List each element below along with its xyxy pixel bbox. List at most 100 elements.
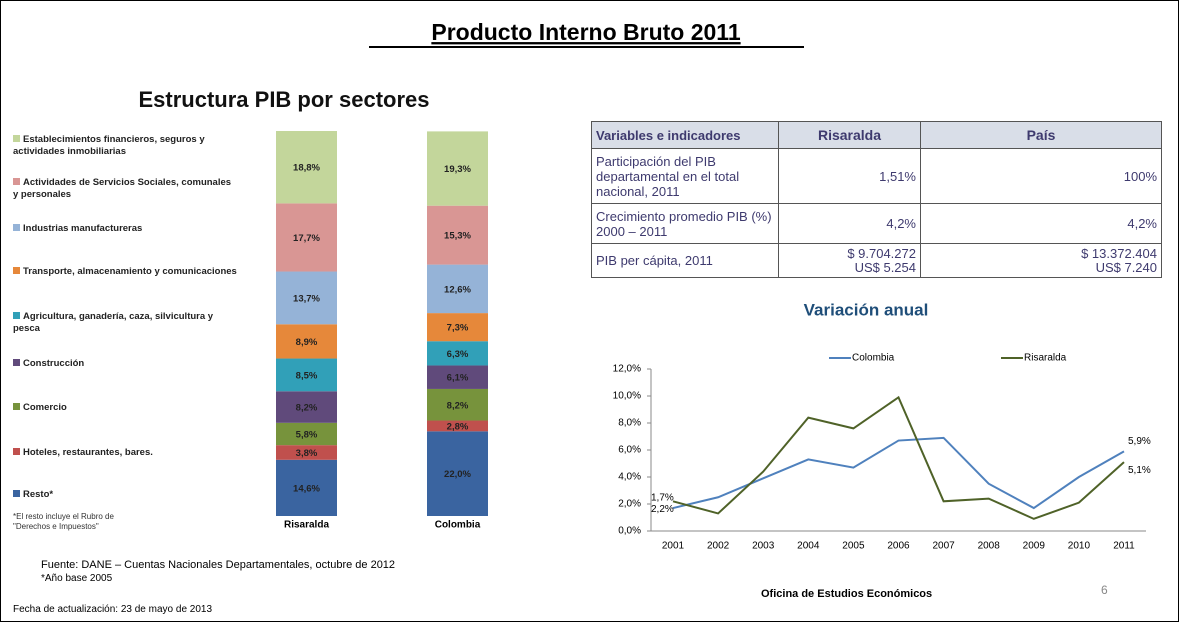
legend-label: Agricultura, ganadería, caza, silvicultu… bbox=[13, 311, 214, 334]
data-label: 13,7% bbox=[293, 293, 320, 304]
bar-segment bbox=[427, 341, 488, 366]
y-tick-label: 12,0% bbox=[613, 364, 641, 375]
legend-item: Comercio bbox=[13, 402, 238, 414]
bar-segment bbox=[276, 391, 337, 423]
x-tick-label: 2007 bbox=[932, 541, 955, 552]
cell-line: US$ 5.254 bbox=[854, 259, 916, 275]
bar-segment bbox=[276, 459, 337, 516]
header-cell: País bbox=[920, 121, 1162, 149]
data-label: 5,1% bbox=[1128, 465, 1151, 476]
bar-segment bbox=[427, 365, 488, 389]
legend-label: Colombia bbox=[852, 353, 895, 364]
cell: 1,51% bbox=[778, 148, 921, 204]
x-tick-label: 2009 bbox=[1023, 541, 1046, 552]
cell-line: $ 9.704.272 bbox=[847, 245, 916, 261]
category-label: Colombia bbox=[435, 520, 481, 531]
table-row: Crecimiento promedio PIB (%) 2000 – 2011… bbox=[591, 203, 1162, 244]
legend-item: Actividades de Servicios Sociales, comun… bbox=[13, 177, 238, 201]
x-tick-label: 2002 bbox=[707, 541, 730, 552]
x-tick-label: 2001 bbox=[662, 541, 685, 552]
legend-swatch bbox=[13, 403, 20, 410]
header-cell: Variables e indicadores bbox=[591, 121, 779, 149]
cell: $ 9.704.272 US$ 5.254 bbox=[778, 243, 921, 278]
data-label: 2,2% bbox=[651, 504, 674, 515]
legend-label: Comercio bbox=[23, 402, 67, 413]
bar-segment bbox=[427, 264, 488, 314]
legend-label: Risaralda bbox=[1024, 353, 1067, 364]
bar-chart-title: Estructura PIB por sectores bbox=[139, 87, 430, 112]
legend-swatch bbox=[13, 490, 20, 497]
legend-label: Industrias manufactureras bbox=[23, 223, 143, 234]
legend-swatch bbox=[13, 267, 20, 274]
cell: $ 13.372.404 US$ 7.240 bbox=[920, 243, 1162, 278]
legend-swatch bbox=[13, 135, 20, 142]
header-cell: Risaralda bbox=[778, 121, 921, 149]
y-tick-label: 6,0% bbox=[618, 445, 641, 456]
table-row: PIB per cápita, 2011 $ 9.704.272 US$ 5.25… bbox=[591, 243, 1162, 278]
cell: Participación del PIB departamental en e… bbox=[591, 148, 779, 204]
legend-label: Establecimientos financieros, seguros y … bbox=[13, 134, 205, 157]
bar-segment bbox=[276, 203, 337, 272]
y-tick-label: 2,0% bbox=[618, 499, 641, 510]
data-label: 1,7% bbox=[651, 493, 674, 504]
base-year: *Año base 2005 bbox=[41, 573, 113, 584]
bar-segment bbox=[276, 445, 337, 460]
data-label: 2,8% bbox=[447, 421, 469, 432]
legend-swatch bbox=[13, 448, 20, 455]
line-chart-title: Variación anual bbox=[804, 300, 929, 319]
table-header: Variables e indicadores Risaralda País bbox=[591, 121, 1162, 149]
cell: 4,2% bbox=[778, 203, 921, 244]
bar-segment bbox=[427, 388, 488, 421]
x-tick-label: 2010 bbox=[1068, 541, 1091, 552]
data-label: 19,3% bbox=[444, 164, 471, 175]
bar-segment bbox=[427, 420, 488, 432]
series-line bbox=[672, 395, 1125, 520]
bar-segment bbox=[427, 131, 488, 206]
x-tick-label: 2003 bbox=[752, 541, 775, 552]
x-tick-label: 2005 bbox=[842, 541, 865, 552]
y-tick-label: 0,0% bbox=[618, 526, 641, 537]
data-label: 5,9% bbox=[1128, 436, 1151, 447]
data-label: 14,6% bbox=[293, 483, 320, 494]
data-label: 8,2% bbox=[447, 400, 469, 411]
y-tick-label: 8,0% bbox=[618, 418, 641, 429]
cell: 4,2% bbox=[920, 203, 1162, 244]
bar-segment bbox=[276, 131, 337, 204]
data-label: 8,5% bbox=[296, 370, 318, 381]
legend-swatch bbox=[13, 178, 20, 185]
data-label: 15,3% bbox=[444, 231, 471, 242]
data-label: 7,3% bbox=[447, 323, 469, 334]
page-number: 6 bbox=[1101, 583, 1108, 597]
bar-segment bbox=[276, 271, 337, 325]
bar-segment bbox=[276, 324, 337, 359]
data-label: 3,8% bbox=[296, 448, 318, 459]
y-tick-label: 4,0% bbox=[618, 472, 641, 483]
bar-segment bbox=[276, 422, 337, 446]
source: Fuente: DANE – Cuentas Nacionales Depart… bbox=[41, 559, 396, 571]
legend-item: Industrias manufactureras bbox=[13, 223, 238, 235]
x-tick-label: 2006 bbox=[887, 541, 910, 552]
legend-swatch bbox=[13, 359, 20, 366]
x-tick-label: 2008 bbox=[978, 541, 1001, 552]
update-date: Fecha de actualización: 23 de mayo de 20… bbox=[13, 604, 213, 615]
legend-label: Actividades de Servicios Sociales, comun… bbox=[13, 177, 232, 200]
data-label: 18,8% bbox=[293, 163, 320, 174]
cell-line: $ 13.372.404 bbox=[1081, 245, 1157, 261]
legend-label: Hoteles, restaurantes, bares. bbox=[23, 447, 153, 458]
table-row: Participación del PIB departamental en e… bbox=[591, 148, 1162, 204]
cell: Crecimiento promedio PIB (%) 2000 – 2011 bbox=[591, 203, 779, 244]
legend-label: Resto* bbox=[23, 489, 54, 500]
legend-label: Construcción bbox=[23, 358, 85, 369]
x-tick-label: 2011 bbox=[1113, 541, 1135, 552]
legend-item: Agricultura, ganadería, caza, silvicultu… bbox=[13, 311, 238, 335]
bar-segment bbox=[427, 431, 488, 516]
bar-segment bbox=[276, 358, 337, 392]
legend-item: Construcción bbox=[13, 358, 238, 370]
legend-swatch bbox=[13, 224, 20, 231]
legend-item: Transporte, almacenamiento y comunicacio… bbox=[13, 266, 238, 278]
data-label: 12,6% bbox=[444, 284, 471, 295]
legend-swatch bbox=[13, 312, 20, 319]
indicator-table: Variables e indicadores Risaralda País P… bbox=[591, 121, 1162, 278]
legend-label: Transporte, almacenamiento y comunicacio… bbox=[23, 266, 237, 277]
